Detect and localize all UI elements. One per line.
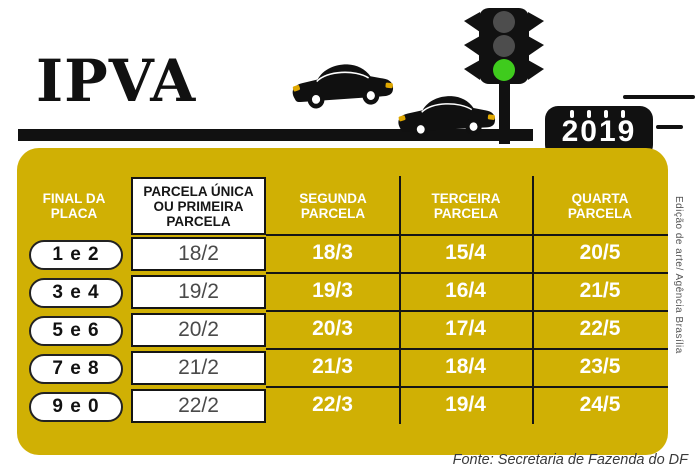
grid-line (532, 176, 534, 424)
date-value: 20/2 (178, 318, 219, 341)
plate-label: 1 e 2 (52, 244, 100, 265)
plate-label: 5 e 6 (52, 320, 100, 341)
date-value: 20/5 (579, 241, 621, 264)
grid-line (266, 310, 668, 312)
plate-label: 3 e 4 (52, 282, 100, 303)
column-header-quarta-parcela: QUARTA PARCELA (567, 190, 633, 221)
page-title: IPVA (36, 47, 197, 115)
calendar-ring-icon (570, 110, 574, 118)
column-header-label: PARCELA ÚNICA OU PRIMEIRA PARCELA (143, 183, 254, 229)
motion-line (623, 95, 695, 99)
plate-label: 7 e 8 (52, 358, 100, 379)
column-header-terceira-parcela: TERCEIRA PARCELA (431, 190, 501, 221)
table-cell: 21/3 (266, 348, 399, 386)
date-value: 18/2 (178, 242, 219, 265)
column-header-final-da-placa: FINAL DA PLACA (42, 190, 106, 221)
source-note: Fonte: Secretaria de Fazenda do DF (452, 452, 688, 468)
road-line (18, 129, 533, 141)
table-cell: 24/5 (532, 386, 668, 424)
table-cell: 21/5 (532, 272, 668, 310)
date-value: 18/4 (445, 355, 486, 378)
table-cell: 19/2 (131, 275, 266, 309)
car-icon (398, 96, 496, 139)
grid-line (266, 348, 668, 350)
plate-badge: 1 e 2 (29, 240, 123, 270)
date-value: 17/4 (445, 317, 486, 340)
payment-table: FINAL DA PLACA PARCELA ÚNICA OU PRIMEIRA… (17, 148, 668, 455)
art-credit: Edição de arte/ Agência Brasília (673, 196, 684, 354)
table-cell: 22/2 (131, 389, 266, 423)
grid-line (266, 272, 668, 274)
date-value: 16/4 (445, 279, 486, 302)
year-label: 2019 (561, 115, 637, 148)
date-value: 19/2 (178, 280, 219, 303)
table-cell: 22/3 (266, 386, 399, 424)
table-cell: 20/5 (532, 234, 668, 272)
table-cell: 22/5 (532, 310, 668, 348)
table-cell: 19/4 (399, 386, 532, 424)
date-value: 21/3 (312, 355, 353, 378)
date-value: 19/4 (445, 393, 486, 416)
calendar-ring-icon (587, 110, 591, 118)
table-cell: 23/5 (532, 348, 668, 386)
date-value: 18/3 (312, 241, 353, 264)
table-cell: 18/2 (131, 237, 266, 271)
date-value: 22/2 (178, 394, 219, 417)
grid-line (399, 176, 401, 424)
plate-badge: 5 e 6 (29, 316, 123, 346)
table-cell: 17/4 (399, 310, 532, 348)
motion-line (656, 125, 683, 129)
table-cell: 15/4 (399, 234, 532, 272)
column-header-segunda-parcela: SEGUNDA PARCELA (299, 190, 367, 221)
traffic-light-icon (464, 8, 544, 144)
column-header-parcela-unica: PARCELA ÚNICA OU PRIMEIRA PARCELA (131, 177, 266, 235)
table-cell: 18/3 (266, 234, 399, 272)
calendar-ring-icon (621, 110, 625, 118)
date-value: 15/4 (445, 241, 486, 264)
grid-line (266, 386, 668, 388)
plate-badge: 9 e 0 (29, 392, 123, 422)
date-value: 21/5 (579, 279, 621, 302)
date-value: 20/3 (312, 317, 353, 340)
date-value: 22/3 (312, 393, 353, 416)
date-value: 21/2 (178, 356, 219, 379)
table-cell: 16/4 (399, 272, 532, 310)
table-cell: 18/4 (399, 348, 532, 386)
table-cell: 20/3 (266, 310, 399, 348)
table-cell: 21/2 (131, 351, 266, 385)
plate-label: 9 e 0 (52, 396, 100, 417)
calendar-ring-icon (604, 110, 608, 118)
date-value: 22/5 (579, 317, 621, 340)
table-cell: 19/3 (266, 272, 399, 310)
table-cell: 20/2 (131, 313, 266, 347)
date-value: 24/5 (579, 393, 621, 416)
date-value: 23/5 (579, 355, 621, 378)
plate-badge: 7 e 8 (29, 354, 123, 384)
plate-badge: 3 e 4 (29, 278, 123, 308)
date-value: 19/3 (312, 279, 353, 302)
grid-line (266, 234, 668, 236)
car-icon (292, 64, 394, 109)
